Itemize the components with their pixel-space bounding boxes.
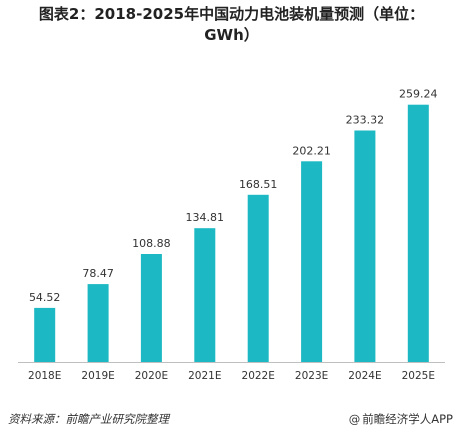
bars-group bbox=[34, 104, 429, 362]
value-label-2021E: 134.81 bbox=[186, 211, 225, 224]
value-label-2020E: 108.88 bbox=[132, 237, 171, 250]
value-label-2023E: 202.21 bbox=[292, 144, 331, 157]
tick-label-2025E: 2025E bbox=[402, 370, 435, 382]
bar-2023E bbox=[301, 161, 323, 362]
tick-label-2019E: 2019E bbox=[81, 370, 114, 382]
bar-2019E bbox=[87, 284, 109, 362]
value-label-2018E: 54.52 bbox=[29, 291, 61, 304]
chart-title-line-2: GWh） bbox=[204, 26, 259, 44]
tick-label-2024E: 2024E bbox=[348, 370, 381, 382]
bar-2022E bbox=[247, 194, 269, 362]
bar-2020E bbox=[140, 254, 162, 362]
value-label-2019E: 78.47 bbox=[82, 267, 114, 280]
brand-name: 前瞻经济学人APP bbox=[362, 412, 453, 426]
bar-2021E bbox=[194, 228, 216, 362]
value-label-2022E: 168.51 bbox=[239, 178, 278, 191]
value-label-2025E: 259.24 bbox=[399, 88, 438, 101]
bar-2018E bbox=[34, 307, 56, 362]
bar-2025E bbox=[407, 104, 429, 362]
value-label-2024E: 233.32 bbox=[346, 114, 385, 127]
bar-2024E bbox=[354, 130, 376, 362]
value-labels-group: 54.52 78.47 108.88 134.81 168.51 202.21 233.32… bbox=[29, 88, 438, 304]
tick-label-2020E: 2020E bbox=[135, 370, 168, 382]
chart-title-line-1: 图表2：2018-2025年中国动力电池装机量预测（单位： bbox=[38, 5, 425, 23]
tick-label-2021E: 2021E bbox=[188, 370, 221, 382]
tick-label-2018E: 2018E bbox=[28, 370, 61, 382]
source-note: 资料来源：前瞻产业研究院整理 bbox=[8, 412, 169, 426]
x-tick-labels-group: 2018E 2019E 2020E 2021E 2022E 2023E 2024E 2025E bbox=[28, 370, 435, 382]
brand-credit: @ 前瞻经济学人APP bbox=[349, 411, 453, 427]
tick-label-2022E: 2022E bbox=[242, 370, 275, 382]
chart-title: 图表2：2018-2025年中国动力电池装机量预测（单位： GWh） bbox=[0, 4, 463, 46]
at-symbol-icon: @ bbox=[348, 412, 361, 426]
tick-label-2023E: 2023E bbox=[295, 370, 328, 382]
